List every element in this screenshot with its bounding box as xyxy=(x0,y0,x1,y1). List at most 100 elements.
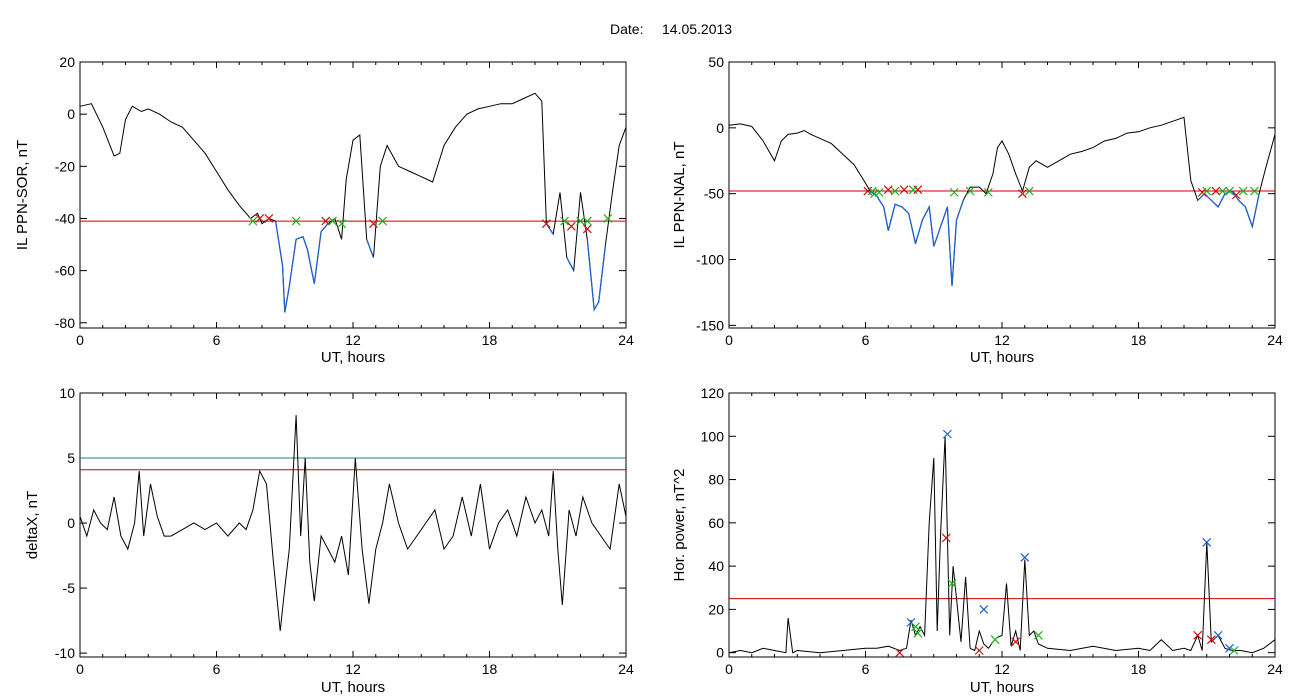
series-below-threshold xyxy=(274,220,607,313)
x-tick-label: 24 xyxy=(618,332,634,348)
event-marker-green xyxy=(949,187,959,197)
series-line xyxy=(79,415,627,632)
series-line xyxy=(728,116,1276,286)
y-axis-label: IL PPN-NAL, nT xyxy=(671,142,688,249)
axis-ticks: 0 6 12 18 24 50 0 -50 -100 -150 xyxy=(696,54,1283,348)
event-markers xyxy=(248,214,613,234)
x-tick-label: 24 xyxy=(1267,661,1283,677)
event-marker-red xyxy=(1206,635,1216,645)
plot-frame xyxy=(728,61,1276,329)
event-marker-green xyxy=(983,187,993,197)
series-below-threshold xyxy=(869,190,1260,286)
x-axis-label: UT, hours xyxy=(970,349,1034,366)
y-tick-label: 20 xyxy=(708,601,724,617)
x-tick-label: 6 xyxy=(213,332,221,348)
event-marker-green xyxy=(965,186,975,196)
y-tick-label: -80 xyxy=(55,315,75,331)
panel-il-ppn-sor: 0 6 12 18 24 20 0 -20 -40 -60 -80 UT, hours IL PPN… xyxy=(14,54,634,366)
event-marker-green xyxy=(1225,186,1234,196)
event-marker-red xyxy=(264,214,274,223)
y-tick-label: -150 xyxy=(696,317,724,333)
event-marker-green xyxy=(378,216,387,226)
event-marker-green xyxy=(1229,646,1239,655)
event-marker-blue xyxy=(1225,643,1234,653)
event-marker-green xyxy=(890,186,900,196)
event-marker-green xyxy=(1202,186,1212,196)
y-axis-label: deltaX, nT xyxy=(24,491,41,559)
x-axis-label: UT, hours xyxy=(970,679,1034,696)
event-marker-green xyxy=(908,185,918,195)
x-tick-label: 12 xyxy=(345,661,361,677)
x-tick-label: 18 xyxy=(1131,661,1147,677)
event-marker-green xyxy=(560,216,569,226)
y-tick-label: 120 xyxy=(701,385,725,401)
event-marker-green xyxy=(576,216,585,226)
event-marker-blue xyxy=(1213,630,1223,640)
event-marker-red xyxy=(1231,190,1241,200)
event-marker-green xyxy=(582,216,592,226)
x-tick-label: 0 xyxy=(725,332,733,348)
x-tick-label: 18 xyxy=(482,332,498,348)
x-tick-label: 18 xyxy=(482,661,498,677)
y-tick-label: -60 xyxy=(55,263,75,279)
x-tick-label: 24 xyxy=(1267,332,1283,348)
date-value: 14.05.2013 xyxy=(662,21,732,37)
date-label: Date: xyxy=(610,21,643,37)
axis-ticks: 0 6 12 18 24 120 100 80 60 40 20 0 xyxy=(701,385,1283,677)
event-marker-green xyxy=(1024,186,1034,196)
x-tick-label: 6 xyxy=(862,332,870,348)
event-marker-green xyxy=(248,216,258,226)
y-axis-label: Hor. power, nT^2 xyxy=(671,469,688,582)
event-marker-red xyxy=(974,646,984,655)
event-marker-green xyxy=(990,635,1000,645)
axis-ticks: 0 6 12 18 24 20 0 -20 -40 -60 -80 xyxy=(55,54,634,348)
x-tick-label: 12 xyxy=(994,332,1010,348)
x-tick-label: 24 xyxy=(618,661,634,677)
x-tick-label: 6 xyxy=(213,661,221,677)
event-marker-green xyxy=(328,216,337,226)
event-marker-red xyxy=(1011,637,1021,647)
plot-frame xyxy=(79,61,627,329)
axis-ticks: 0 6 12 18 24 10 5 0 -5 -10 xyxy=(55,385,634,677)
event-marker-green xyxy=(603,214,613,223)
event-marker-blue xyxy=(942,429,952,439)
plot-frame xyxy=(728,392,1276,658)
event-marker-red xyxy=(913,185,923,195)
event-marker-red xyxy=(941,533,951,543)
event-marker-red xyxy=(255,214,265,223)
event-marker-red xyxy=(541,219,551,229)
event-marker-red xyxy=(883,185,893,195)
y-tick-label: 60 xyxy=(708,515,724,531)
event-marker-green xyxy=(947,579,957,588)
event-marker-red xyxy=(566,221,576,231)
event-markers xyxy=(895,429,1239,658)
event-marker-red xyxy=(895,648,905,658)
y-tick-label: 40 xyxy=(708,558,724,574)
y-tick-label: 50 xyxy=(708,54,724,70)
y-tick-label: -40 xyxy=(55,210,75,226)
x-tick-label: 0 xyxy=(76,661,84,677)
panel-deltax: 0 6 12 18 24 10 5 0 -5 -10 UT, hours deltaX, nT xyxy=(24,385,634,696)
x-tick-label: 6 xyxy=(862,661,870,677)
y-tick-label: -50 xyxy=(704,186,724,202)
plot-frame xyxy=(79,392,627,658)
event-markers xyxy=(863,185,1259,200)
y-tick-label: 0 xyxy=(67,515,75,531)
x-tick-label: 12 xyxy=(345,332,361,348)
x-tick-label: 0 xyxy=(725,661,733,677)
series-line xyxy=(79,92,627,313)
y-tick-label: 0 xyxy=(716,645,724,661)
y-axis-label: IL PPN-SOR, nT xyxy=(14,140,31,250)
x-axis-label: UT, hours xyxy=(321,349,385,366)
event-marker-red xyxy=(1211,186,1221,196)
y-tick-label: -10 xyxy=(55,645,75,661)
event-marker-blue xyxy=(979,604,989,614)
event-marker-green xyxy=(291,216,301,226)
panel-il-ppn-nal: 0 6 12 18 24 50 0 -50 -100 -150 UT, hours IL PPN-… xyxy=(671,54,1283,366)
event-marker-red xyxy=(1018,189,1027,199)
x-tick-label: 18 xyxy=(1131,332,1147,348)
event-marker-green xyxy=(1218,186,1228,196)
series-line xyxy=(728,436,1276,654)
y-tick-label: -100 xyxy=(696,252,724,268)
event-marker-green xyxy=(911,622,920,632)
